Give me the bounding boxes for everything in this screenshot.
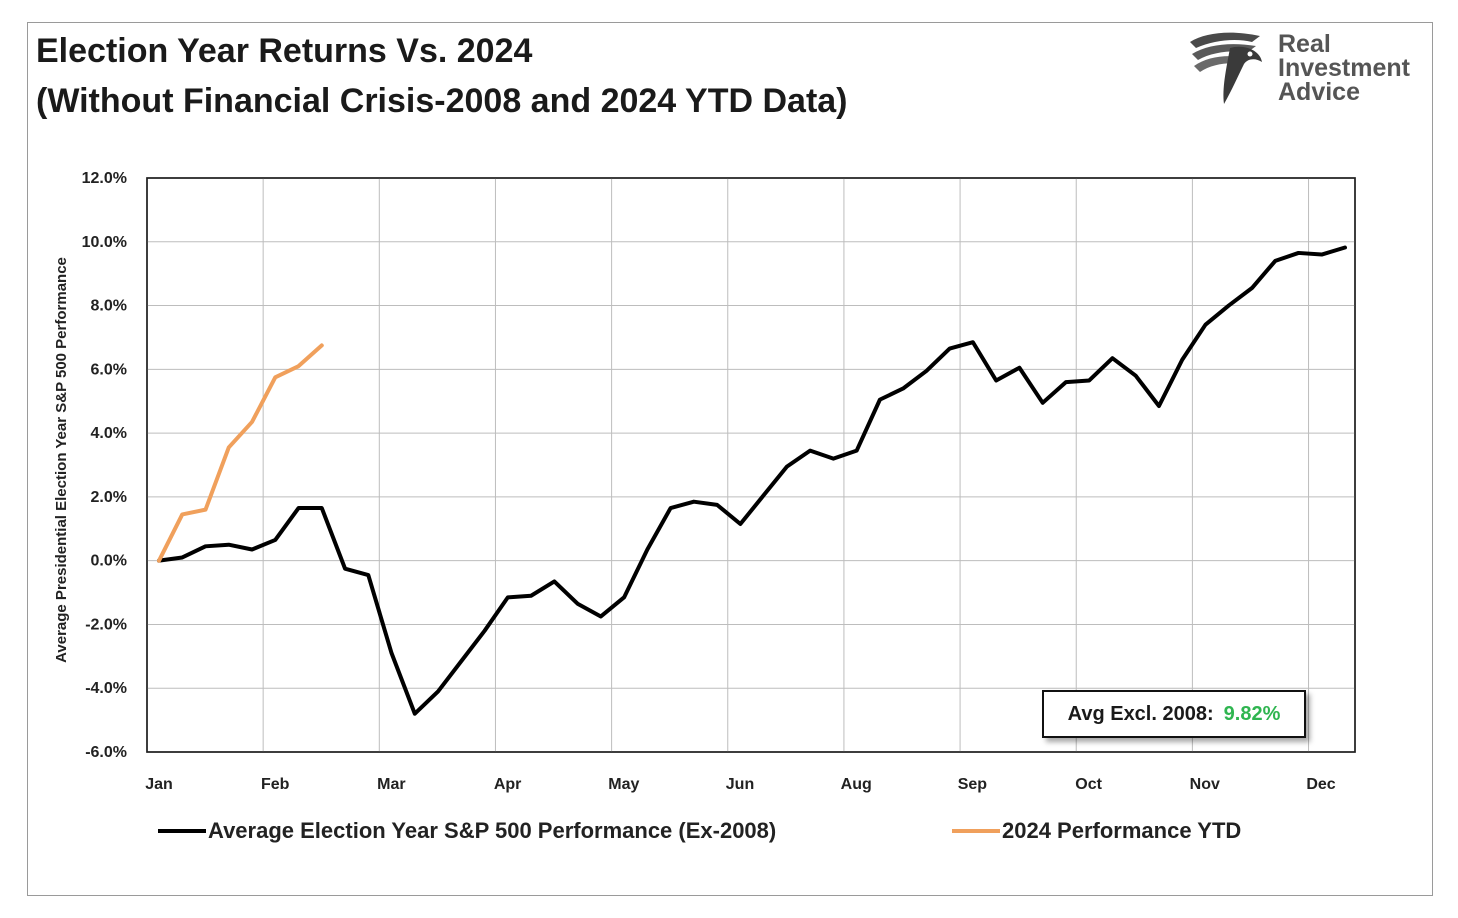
y-tick-label: 2.0% xyxy=(91,489,127,506)
company-logo: Real Investment Advice xyxy=(1186,28,1426,108)
chart-title-line1: Election Year Returns Vs. 2024 xyxy=(36,32,533,70)
x-tick-label: Aug xyxy=(841,776,872,793)
logo-line3: Advice xyxy=(1278,78,1360,106)
y-tick-label: 8.0% xyxy=(91,298,127,315)
series-line-2024 xyxy=(157,343,324,563)
x-tick-label: Nov xyxy=(1190,776,1220,793)
y-tick-label: -4.0% xyxy=(85,680,127,697)
legend-label-average: Average Election Year S&P 500 Performanc… xyxy=(208,818,777,843)
y-tick-label: 6.0% xyxy=(91,361,127,378)
legend-item-average: Average Election Year S&P 500 Performanc… xyxy=(158,818,776,844)
series-line-average xyxy=(157,245,1347,716)
y-tick-label: 4.0% xyxy=(91,425,127,442)
x-tick-label: Oct xyxy=(1075,776,1102,793)
x-tick-label: Feb xyxy=(261,776,290,793)
x-tick-label: May xyxy=(608,776,639,793)
x-tick-label: Jan xyxy=(145,776,173,793)
x-tick-label: Sep xyxy=(958,776,988,793)
plot-area xyxy=(146,177,1356,753)
y-tick-label: -6.0% xyxy=(85,744,127,761)
logo-text: Real Investment Advice xyxy=(1278,30,1410,106)
legend-swatch-2024 xyxy=(952,829,1000,833)
logo-line1: Real xyxy=(1278,30,1331,58)
chart-title-line2: (Without Financial Crisis-2008 and 2024 … xyxy=(36,82,848,120)
plot-border xyxy=(146,177,1356,753)
x-tick-label: Jun xyxy=(726,776,754,793)
average-callout-box: Avg Excl. 2008: 9.82% xyxy=(1042,690,1306,738)
legend-swatch-average xyxy=(158,829,206,833)
logo-line2: Investment xyxy=(1278,54,1410,82)
legend-item-2024: 2024 Performance YTD xyxy=(952,818,1241,844)
y-tick-label: -2.0% xyxy=(85,616,127,633)
callout-label: Avg Excl. 2008: xyxy=(1067,702,1214,725)
x-tick-label: Dec xyxy=(1306,776,1335,793)
x-tick-label: Mar xyxy=(377,776,405,793)
callout-value: 9.82% xyxy=(1223,702,1281,725)
y-tick-label: 0.0% xyxy=(91,553,127,570)
y-tick-label: 12.0% xyxy=(82,170,127,187)
legend-label-2024: 2024 Performance YTD xyxy=(1002,818,1242,843)
x-tick-label: Apr xyxy=(494,776,522,793)
y-tick-label: 10.0% xyxy=(82,234,127,251)
y-axis-title: Average Presidential Election Year S&P 5… xyxy=(53,257,70,663)
eagle-logo-icon xyxy=(1190,32,1262,104)
